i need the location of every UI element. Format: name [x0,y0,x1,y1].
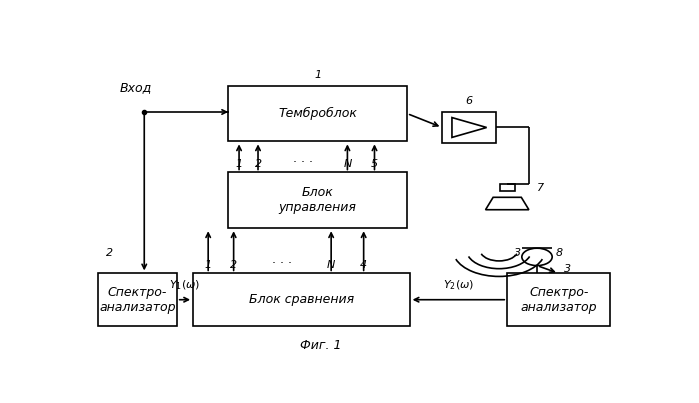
Bar [228,172,407,229]
Text: Блок
управления: Блок управления [279,187,356,214]
Text: Фиг. 1: Фиг. 1 [300,339,341,352]
Text: Спектро-
анализатор: Спектро- анализатор [521,286,597,314]
Text: · · ·: · · · [293,156,312,169]
Text: 2: 2 [254,159,261,169]
Text: 3: 3 [564,264,571,274]
Bar [228,85,407,141]
Bar [442,112,496,143]
Text: 2: 2 [106,248,113,258]
Text: 2: 2 [230,260,237,270]
Text: Спектро-
анализатор: Спектро- анализатор [99,286,175,314]
Text: 7: 7 [537,183,544,193]
Text: 4: 4 [360,260,367,270]
Text: 1: 1 [205,260,212,270]
Bar [500,184,514,191]
Text: $Y_1(\omega)$: $Y_1(\omega)$ [169,278,201,292]
Text: 5: 5 [371,159,378,169]
Bar [507,273,610,326]
Polygon shape [486,197,529,210]
Text: 1: 1 [236,159,243,169]
Text: Блок сравнения: Блок сравнения [249,293,354,306]
Text: 3: 3 [514,248,521,258]
Text: $Y_2(\omega)$: $Y_2(\omega)$ [443,278,474,292]
Text: Темброблок: Темброблок [278,107,357,120]
Text: 8: 8 [556,247,563,258]
Bar [98,273,177,326]
Text: Вход: Вход [120,81,152,93]
Text: 6: 6 [466,96,473,106]
Polygon shape [452,118,487,137]
Text: 1: 1 [314,70,321,80]
Bar [193,273,410,326]
Text: N: N [343,159,352,169]
Text: · · ·: · · · [273,257,292,270]
Text: N: N [327,260,336,270]
